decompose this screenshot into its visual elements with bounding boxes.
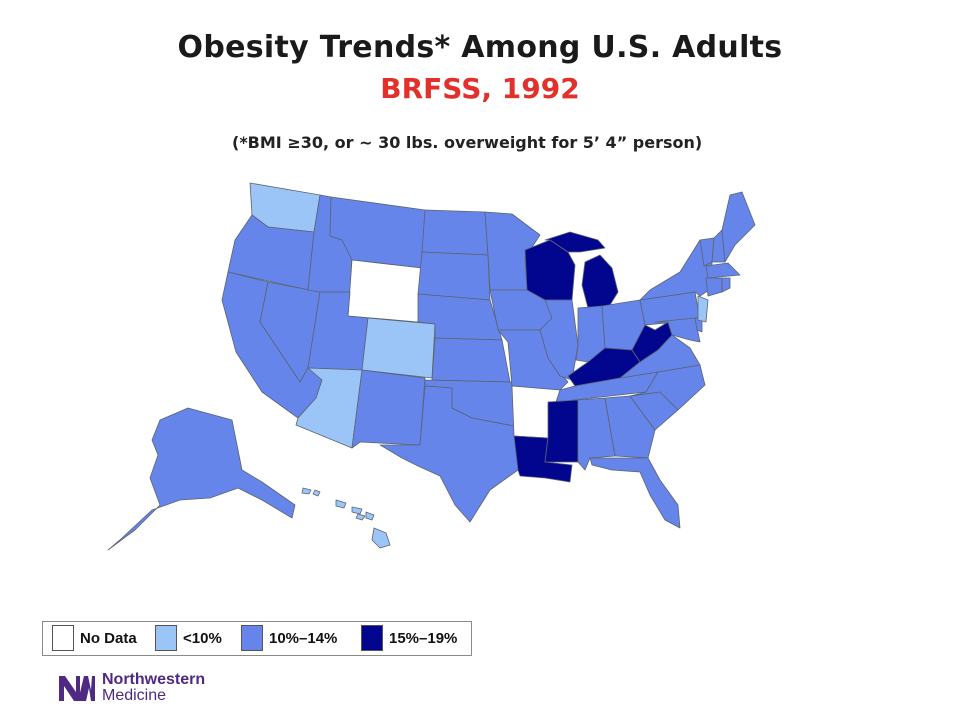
state-tx — [379, 385, 519, 523]
state-ct — [705, 277, 723, 297]
state-ma — [705, 262, 741, 279]
legend-swatch-10-14 — [241, 625, 263, 651]
state-mi-upper — [544, 231, 606, 253]
state-nd — [421, 209, 489, 256]
northwestern-medicine-logo: Northwestern Medicine — [58, 672, 205, 704]
legend-item-15-19: 15%–19% — [361, 625, 457, 651]
state-hi-4 — [351, 506, 363, 515]
state-wy — [347, 259, 423, 323]
state-hi-1 — [301, 487, 312, 495]
legend-label-15-19: 15%–19% — [389, 629, 458, 647]
state-sd — [417, 251, 491, 301]
bmi-note: (*BMI ≥30, or ~ 30 lbs. overweight for 5… — [232, 133, 703, 152]
nm-logo-mark — [59, 676, 95, 701]
state-ms — [544, 399, 579, 463]
state-il — [539, 299, 579, 381]
legend-swatch-15-19 — [361, 625, 383, 651]
state-hi-2 — [312, 489, 321, 497]
legend-label-lt10: <10% — [183, 629, 222, 647]
state-nj — [697, 295, 709, 323]
state-hi-6 — [365, 511, 375, 521]
legend-item-lt10: <10% — [155, 625, 222, 651]
map-subtitle: BRFSS, 1992 — [380, 72, 580, 105]
legend-item-10-14: 10%–14% — [241, 625, 337, 651]
logo-text-northwestern: Northwestern — [102, 671, 206, 688]
state-nm — [351, 369, 426, 449]
state-hi-5 — [355, 513, 366, 521]
legend-item-no-data: No Data — [52, 625, 137, 651]
state-hi-3 — [335, 499, 347, 509]
state-ks — [431, 337, 511, 383]
state-fl — [589, 457, 681, 529]
state-ak — [107, 407, 296, 551]
logo-text-medicine: Medicine — [102, 687, 167, 704]
state-co — [361, 317, 436, 379]
state-me — [721, 191, 756, 263]
state-ri — [721, 277, 731, 293]
legend-swatch-no-data — [52, 625, 74, 651]
state-mi — [581, 254, 619, 309]
state-ga — [604, 395, 656, 459]
map-title: Obesity Trends* Among U.S. Adults — [177, 30, 783, 65]
legend-label-10-14: 10%–14% — [269, 629, 338, 647]
legend-swatch-lt10 — [155, 625, 177, 651]
legend: No Data <10% 10%–14% 15%–19% — [42, 621, 472, 656]
state-hi-7 — [371, 527, 391, 549]
legend-label-no-data: No Data — [80, 629, 137, 647]
